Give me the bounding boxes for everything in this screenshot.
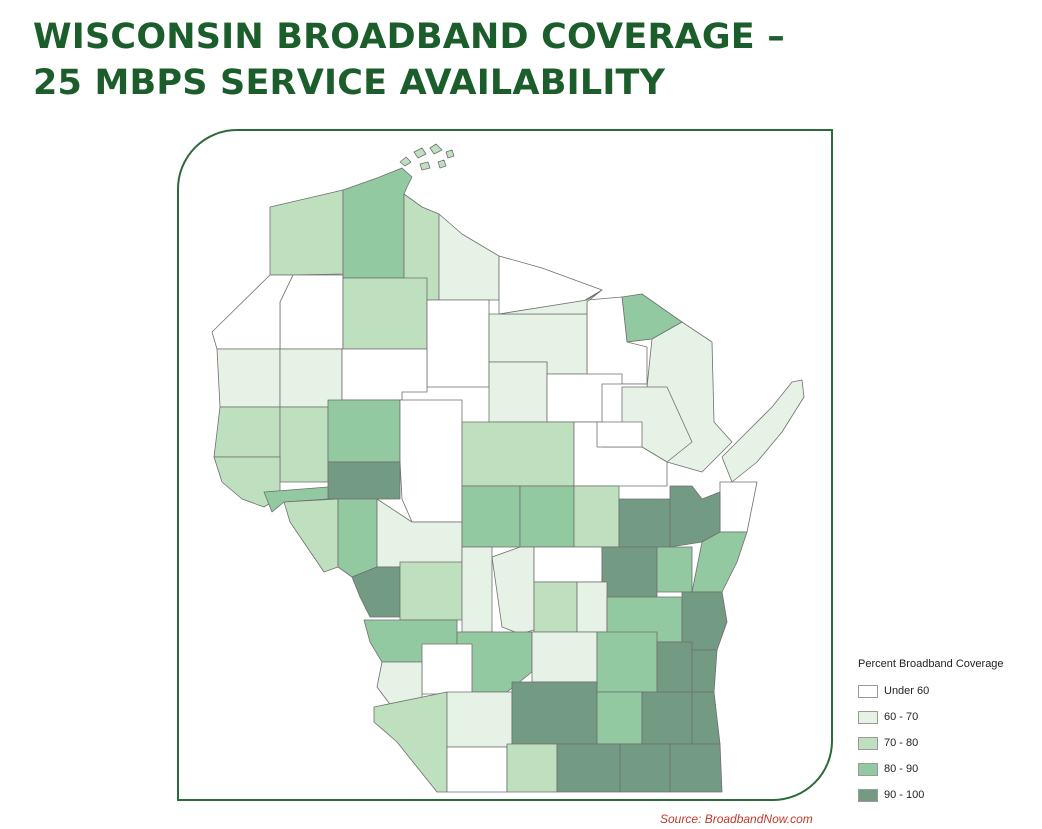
county-taylor	[488, 361, 548, 423]
county-rock	[556, 743, 621, 793]
county-door	[721, 379, 805, 483]
legend-item: 80 - 90	[858, 756, 1033, 782]
county-douglas	[269, 189, 344, 276]
legend-item: 90 - 100	[858, 782, 1033, 808]
legend-label: 90 - 100	[884, 789, 925, 801]
wisconsin-county-map	[211, 143, 805, 793]
county-dane	[511, 681, 598, 745]
county-la-crosse	[351, 566, 401, 618]
county-waupaca	[573, 485, 620, 548]
county-burnett	[279, 274, 344, 350]
legend-label: 70 - 80	[884, 737, 919, 749]
county-iron	[438, 213, 500, 301]
county-washington	[656, 641, 693, 693]
legend-item: 60 - 70	[858, 704, 1033, 730]
county-jefferson	[596, 691, 643, 745]
legend-swatch	[858, 684, 878, 698]
county-calumet	[656, 546, 693, 593]
county-washburn	[342, 277, 428, 350]
legend-label: 60 - 70	[884, 711, 919, 723]
county-milwaukee	[691, 691, 721, 745]
county-grant	[373, 691, 448, 793]
county-wood	[461, 485, 521, 548]
county-ozaukee	[691, 649, 718, 693]
map-frame	[177, 129, 833, 801]
county-marathon	[461, 421, 575, 487]
county-menominee	[596, 421, 643, 448]
county-brown	[669, 485, 721, 548]
county-bayfield	[342, 167, 413, 279]
county-green	[506, 743, 558, 793]
county-dodge	[596, 631, 658, 693]
county-trempealeau	[337, 498, 378, 578]
county-sawyer	[426, 299, 490, 388]
legend-title: Percent Broadband Coverage	[858, 658, 1004, 670]
map-legend: Percent Broadband Coverage Under 60 60 -…	[858, 658, 1033, 808]
legend-item: 70 - 80	[858, 730, 1033, 756]
title-line-1: WISCONSIN BROADBAND COVERAGE –	[33, 17, 786, 57]
county-iowa	[446, 691, 513, 748]
legend-swatch	[858, 710, 878, 724]
county-waushara	[533, 546, 603, 583]
county-walworth	[619, 743, 671, 793]
county-sheboygan	[681, 591, 728, 651]
legend-label: Under 60	[884, 685, 930, 697]
county-polk-south	[216, 348, 281, 408]
county-monroe	[399, 561, 463, 621]
county-barron	[279, 348, 343, 408]
county-buffalo	[283, 498, 339, 573]
county-eau-claire	[327, 461, 401, 500]
county-kewaunee	[719, 481, 758, 533]
county-juneau	[461, 546, 493, 633]
county-pierce	[213, 456, 281, 508]
county-st-croix	[213, 406, 281, 458]
legend-label: 80 - 90	[884, 763, 919, 775]
county-adams	[491, 546, 535, 635]
county-winnebago	[601, 546, 658, 598]
legend-item: Under 60	[858, 678, 1033, 704]
county-marquette	[533, 581, 578, 633]
county-portage	[519, 485, 575, 548]
county-chippewa	[327, 399, 401, 463]
page-title: WISCONSIN BROADBAND COVERAGE – 25 MBPS S…	[33, 14, 785, 106]
county-columbia	[531, 631, 598, 683]
county-racine-kenosha	[669, 743, 723, 793]
title-line-2: 25 MBPS SERVICE AVAILABILITY	[33, 63, 666, 103]
county-outagamie	[618, 498, 671, 548]
county-green-lake	[576, 581, 608, 633]
county-rusk	[341, 348, 428, 401]
county-lafayette	[446, 746, 508, 793]
county-islands	[399, 143, 455, 171]
legend-swatch	[858, 788, 878, 802]
legend-swatch	[858, 736, 878, 750]
county-oneida-north	[498, 289, 603, 315]
county-dunn	[279, 406, 329, 483]
source-credit: Source: BroadbandNow.com	[660, 812, 813, 826]
county-clark	[399, 399, 463, 523]
county-richland	[421, 643, 473, 695]
county-waukesha	[641, 691, 693, 745]
legend-swatch	[858, 762, 878, 776]
